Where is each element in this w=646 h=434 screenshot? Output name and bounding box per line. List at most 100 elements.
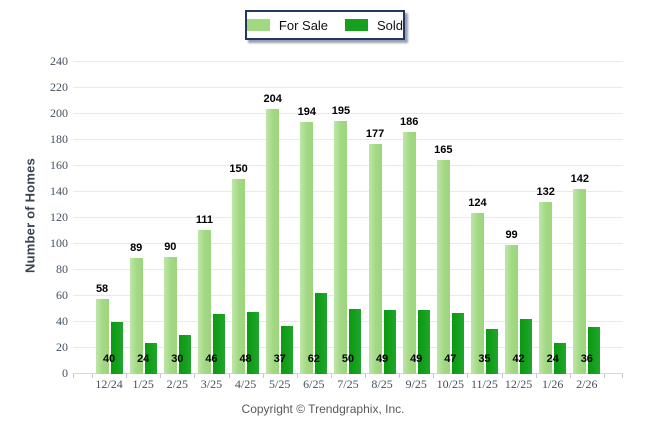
- sold-bar: [417, 310, 430, 374]
- for-sale-value-label: 99: [505, 229, 518, 242]
- x-axis-tick: [604, 374, 605, 378]
- gridline: [73, 191, 623, 192]
- sold-value-label: 30: [171, 353, 184, 365]
- gridline: [73, 321, 623, 322]
- y-tick-label: 200: [50, 106, 68, 120]
- copyright-text: Copyright © Trendgraphix, Inc.: [241, 402, 405, 416]
- x-axis-tick: [622, 374, 623, 378]
- x-tick-label: 1/26: [542, 377, 564, 391]
- x-axis-tick: [194, 374, 196, 378]
- legend-sold-label: Sold: [376, 17, 403, 33]
- for-sale-value-label: 194: [297, 105, 316, 118]
- x-tick-label: 9/25: [405, 377, 427, 391]
- sold-swatch-icon: [345, 19, 368, 31]
- x-tick-label: 12/25: [504, 377, 533, 391]
- x-axis-tick: [160, 374, 162, 378]
- for-sale-value-label: 165: [434, 143, 453, 156]
- gridline: [73, 165, 623, 166]
- bar-group-2-25: 90 30: [160, 62, 194, 374]
- sold-bar: [212, 314, 225, 374]
- x-axis-tick: [92, 374, 93, 378]
- y-tick-label: 60: [56, 288, 68, 302]
- sold-value-label: 47: [444, 353, 457, 365]
- for-sale-bar: [95, 298, 109, 374]
- legend-for-sale-label: For Sale: [278, 17, 329, 33]
- x-tick-label: 3/25: [200, 377, 223, 391]
- for-sale-value-label: 142: [570, 173, 589, 186]
- for-sale-value-label: 150: [229, 163, 248, 175]
- for-sale-value-label: 186: [400, 116, 419, 129]
- sold-value-label: 62: [307, 353, 320, 365]
- for-sale-bar: [402, 132, 416, 374]
- for-sale-bar: [266, 108, 280, 374]
- sold-bar: [178, 335, 191, 374]
- legend: For Sale Sold: [245, 10, 405, 40]
- y-tick-label: 220: [50, 80, 68, 94]
- for-sale-value-label: 89: [130, 242, 143, 255]
- x-tick-label: 11/25: [470, 377, 498, 391]
- bar-group-10-25: 165 47: [433, 62, 467, 374]
- gridline: [73, 217, 623, 218]
- y-tick-label: 240: [50, 54, 68, 68]
- bar-group-3-25: 111 46: [194, 62, 228, 374]
- x-axis-tick: [433, 374, 435, 378]
- x-axis-tick-labels: 12/24 1/25 2/25 3/25 4/25 5/25 6/25 7/25 8/25 9/2…: [92, 377, 604, 392]
- y-tick-label: 100: [50, 236, 68, 250]
- bar-group-6-25: 194 62: [297, 62, 331, 374]
- sold-value-label: 24: [546, 353, 559, 365]
- sold-bar: [554, 342, 567, 374]
- bar-group-1-26: 132 24: [536, 62, 570, 374]
- sold-value-label: 49: [375, 353, 389, 365]
- for-sale-bar: [573, 189, 587, 374]
- for-sale-value-label: 177: [365, 127, 385, 140]
- for-sale-swatch-icon: [247, 19, 270, 31]
- for-sale-bar: [436, 159, 450, 374]
- plot-area: 58 40 89 24 90 30 111 46 150 48 204 37 194 62 195 50 177…: [73, 61, 623, 378]
- y-tick-label: 20: [56, 340, 68, 354]
- for-sale-value-label: 132: [536, 186, 555, 199]
- for-sale-value-label: 58: [95, 282, 109, 295]
- sold-value-label: 37: [273, 353, 286, 365]
- x-tick-label: 5/25: [269, 377, 291, 391]
- x-tick-label: 10/25: [436, 377, 464, 391]
- sold-value-label: 35: [478, 353, 491, 365]
- y-tick-label: 120: [50, 210, 68, 224]
- y-tick-label: 140: [50, 184, 68, 198]
- for-sale-bar: [334, 120, 348, 374]
- sold-bar: [110, 322, 123, 374]
- sold-value-label: 48: [239, 353, 252, 365]
- sold-bar: [383, 310, 396, 374]
- x-tick-label: 1/25: [132, 377, 154, 391]
- gridline: [73, 243, 623, 244]
- bar-group-11-25: 124 35: [467, 62, 501, 374]
- x-axis-tick: [535, 374, 537, 378]
- gridline: [73, 373, 623, 374]
- sold-bar: [281, 325, 294, 374]
- x-axis-tick: [399, 374, 401, 378]
- bar-group-9-25: 186 49: [399, 62, 433, 374]
- for-sale-bar: [232, 179, 246, 374]
- y-tick-label: 80: [56, 262, 68, 276]
- for-sale-bar: [163, 257, 177, 374]
- gridline: [73, 87, 623, 88]
- sold-bar: [144, 342, 157, 374]
- bar-group-12-24: 58 40: [92, 62, 126, 374]
- sold-value-label: 49: [410, 353, 423, 365]
- x-axis-tick: [569, 374, 571, 378]
- sold-bar: [520, 319, 533, 374]
- for-sale-value-label: 204: [263, 92, 282, 105]
- sold-bar: [315, 293, 328, 374]
- x-tick-label: 2/26: [576, 377, 598, 391]
- y-tick-label: 160: [50, 158, 68, 172]
- sold-value-label: 40: [102, 353, 116, 365]
- x-axis-tick: [501, 374, 503, 378]
- gridline: [73, 269, 623, 270]
- for-sale-bar: [129, 258, 143, 374]
- sold-bar: [588, 327, 601, 374]
- x-axis-tick: [126, 374, 128, 378]
- y-tick-label: 180: [50, 132, 68, 146]
- for-sale-bar: [505, 245, 519, 374]
- for-sale-bar: [539, 202, 553, 374]
- x-tick-label: 7/25: [337, 377, 359, 391]
